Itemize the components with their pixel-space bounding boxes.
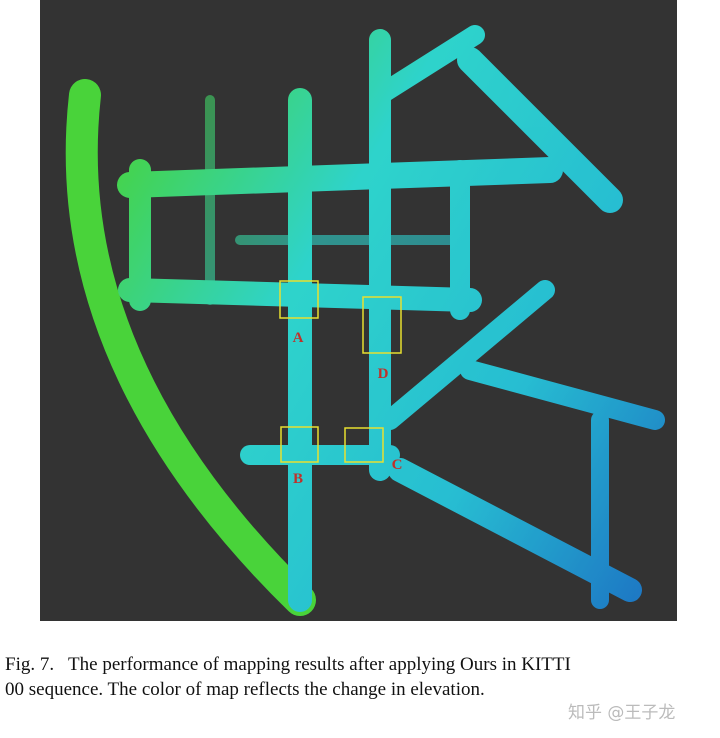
map-background <box>40 0 677 621</box>
watermark: 知乎 @王子龙 <box>568 703 676 723</box>
caption-text: The performance of mapping results after… <box>68 654 571 675</box>
region-label: A <box>293 330 304 346</box>
region-box <box>279 280 319 319</box>
region-label: C <box>392 457 403 473</box>
region-box <box>344 427 384 463</box>
region-boxes <box>279 280 402 463</box>
region-label: D <box>378 366 389 382</box>
caption-line: Fig. 7. The performance of mapping resul… <box>5 654 571 676</box>
caption-label: Fig. 7. <box>5 654 55 675</box>
caption-line: 00 sequence. The color of map reflects t… <box>5 679 485 700</box>
region-label: B <box>293 471 303 487</box>
map-figure: A B C D <box>40 0 677 621</box>
region-box <box>280 426 319 463</box>
streets <box>65 25 665 616</box>
region-box <box>362 296 402 354</box>
